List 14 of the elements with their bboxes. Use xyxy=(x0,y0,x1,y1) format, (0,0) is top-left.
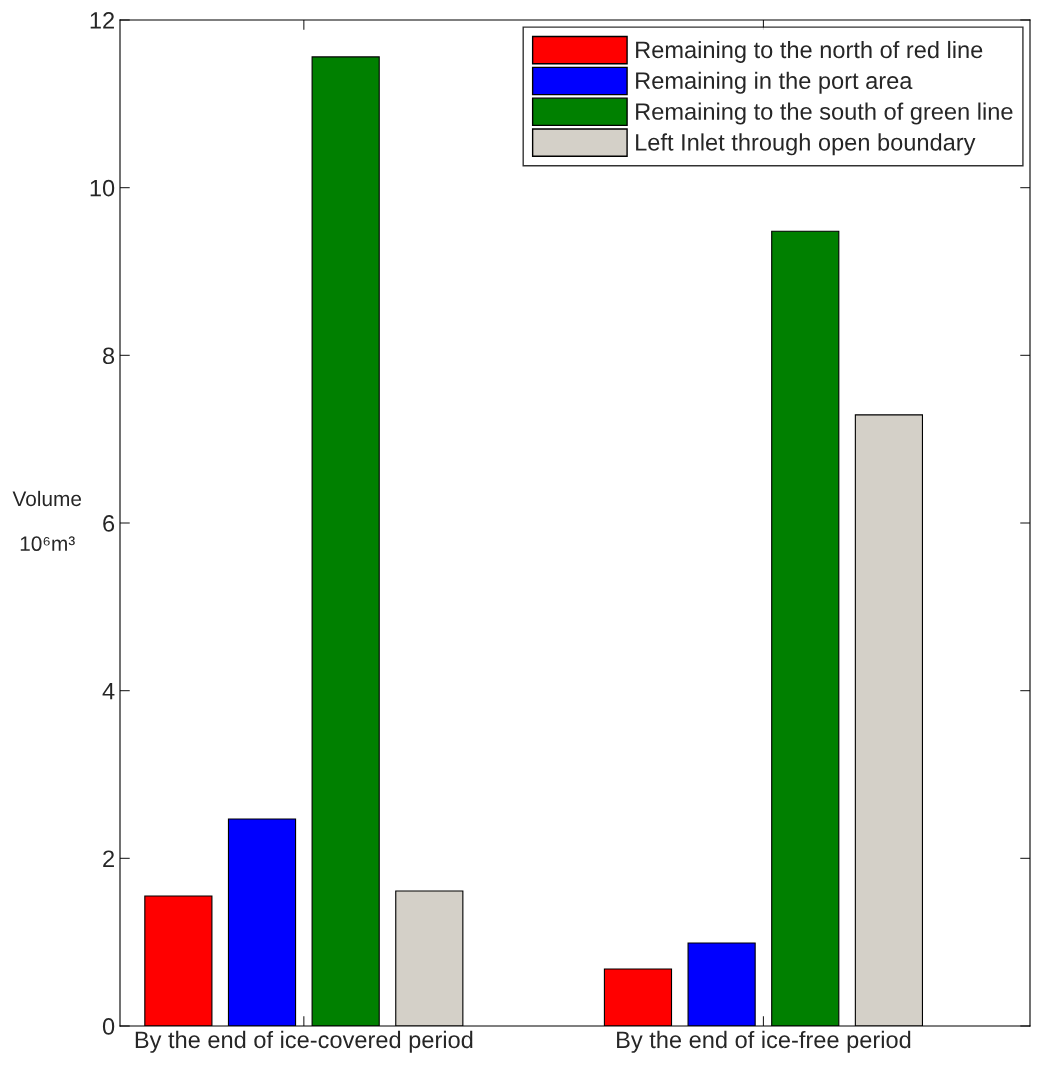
legend-label: Remaining to the south of green line xyxy=(636,102,1013,125)
x-tick-label: By the end of ice-free period xyxy=(617,1030,911,1053)
x-tick-label: By the end of ice-covered period xyxy=(135,1030,473,1053)
legend-label: Left Inlet through open boundary xyxy=(636,133,976,156)
y-tick-label: 12 xyxy=(90,12,114,29)
text: Volume 10⁶m³ xyxy=(12,490,82,552)
legend-label: Remaining in the port area xyxy=(636,71,913,94)
y-tick-label: 6 xyxy=(103,515,115,532)
y-tick-label: 0 xyxy=(102,1018,115,1035)
legend-label: Remaining to the north of red line xyxy=(636,40,983,63)
y-tick-label: 2 xyxy=(103,850,114,867)
y-tick-label: 10 xyxy=(90,179,115,197)
y-tick-label: 4 xyxy=(102,682,115,700)
y-tick-label: 8 xyxy=(103,347,115,365)
